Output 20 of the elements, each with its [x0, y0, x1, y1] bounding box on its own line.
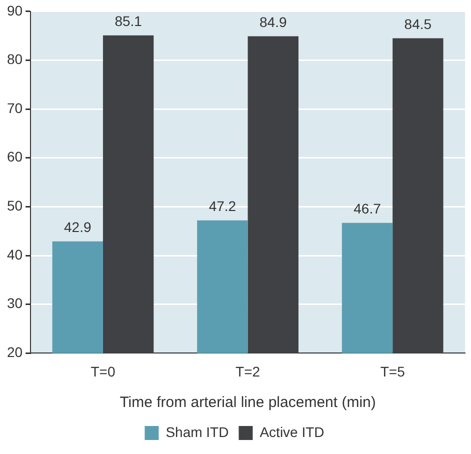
legend-label: Sham ITD [166, 424, 229, 440]
data-label: 84.5 [404, 16, 432, 32]
y-tick-label: 50 [6, 198, 23, 214]
y-tick-label: 20 [6, 344, 23, 360]
data-label: 85.1 [114, 13, 142, 30]
x-tick-label: T=0 [90, 363, 116, 380]
x-tick-label: T=2 [236, 363, 260, 380]
y-tick-label: 60 [6, 148, 23, 165]
data-label: 84.9 [260, 14, 287, 30]
y-tick-label: 30 [6, 295, 23, 312]
data-label: 46.7 [354, 200, 382, 217]
x-tick-label: T=5 [380, 363, 406, 380]
y-tick-label: 40 [6, 246, 23, 262]
legend-label: Active ITD [260, 424, 324, 440]
y-tick-label: 80 [6, 51, 23, 68]
x-axis-title: Time from arterial line placement (min) [120, 394, 376, 412]
y-tick-label: 90 [6, 2, 23, 18]
data-label: 42.9 [64, 219, 92, 236]
y-tick-label: 70 [6, 100, 23, 116]
data-label: 47.2 [208, 198, 236, 214]
